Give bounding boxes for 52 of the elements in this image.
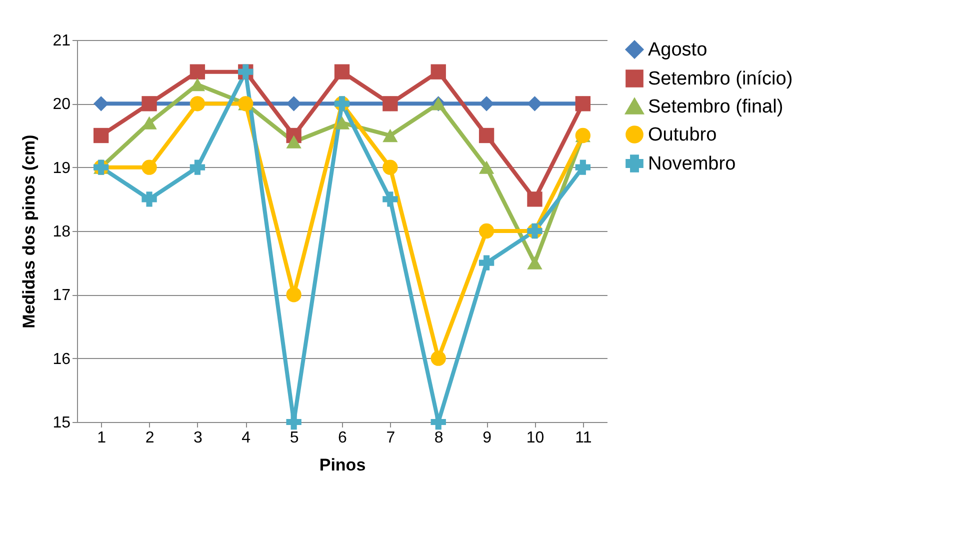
y-tick-label: 18	[52, 224, 71, 240]
point	[478, 160, 494, 174]
x-tick-label: 9	[482, 430, 492, 446]
legend-label: Novembro	[648, 154, 736, 174]
y-tick-label: 17	[52, 287, 71, 304]
point	[430, 414, 446, 430]
y-tick-label: 21	[52, 32, 71, 50]
point	[286, 287, 302, 302]
point	[286, 135, 302, 148]
y-tick-label: 15	[52, 414, 71, 432]
x-tick-label: 10	[526, 430, 544, 446]
x-tick-label: 2	[145, 430, 154, 446]
y-tick-label: 19	[52, 160, 71, 177]
point	[190, 160, 206, 175]
y-axis-title: Medidas dos pinos (cm)	[20, 134, 39, 328]
x-tick-label: 6	[338, 430, 348, 446]
point	[382, 192, 398, 207]
point	[478, 128, 494, 144]
point	[527, 192, 542, 207]
point	[430, 350, 446, 366]
y-tick-label: 20	[52, 96, 71, 114]
point	[94, 96, 109, 112]
point	[478, 255, 494, 270]
x-tick-label: 7	[386, 430, 396, 446]
y-tick-label: 16	[52, 350, 71, 368]
point	[527, 256, 542, 270]
legend-label: Outubro	[648, 124, 717, 146]
x-tick-label: 8	[434, 430, 444, 446]
point	[334, 64, 350, 80]
point	[190, 64, 206, 80]
point	[478, 223, 494, 239]
point	[430, 64, 446, 80]
point	[142, 160, 157, 175]
x-axis-title: Pinos	[319, 456, 366, 474]
point	[382, 128, 398, 142]
x-tick-label: 4	[242, 430, 251, 446]
x-tick-label: 5	[290, 430, 299, 446]
point	[575, 160, 590, 175]
legend-label: Setembro (final)	[648, 96, 784, 118]
point	[382, 160, 398, 175]
point	[286, 96, 302, 112]
point	[94, 128, 109, 144]
point	[142, 192, 157, 207]
x-tick-label: 1	[97, 430, 106, 446]
x-tick-label: 3	[194, 430, 202, 446]
point	[286, 414, 302, 430]
point	[334, 116, 350, 130]
legend-label: Setembro (início)	[648, 68, 793, 90]
legend-label: Agosto	[648, 40, 708, 60]
x-tick-label: 11	[575, 430, 592, 446]
point	[478, 96, 494, 112]
point	[527, 96, 542, 112]
